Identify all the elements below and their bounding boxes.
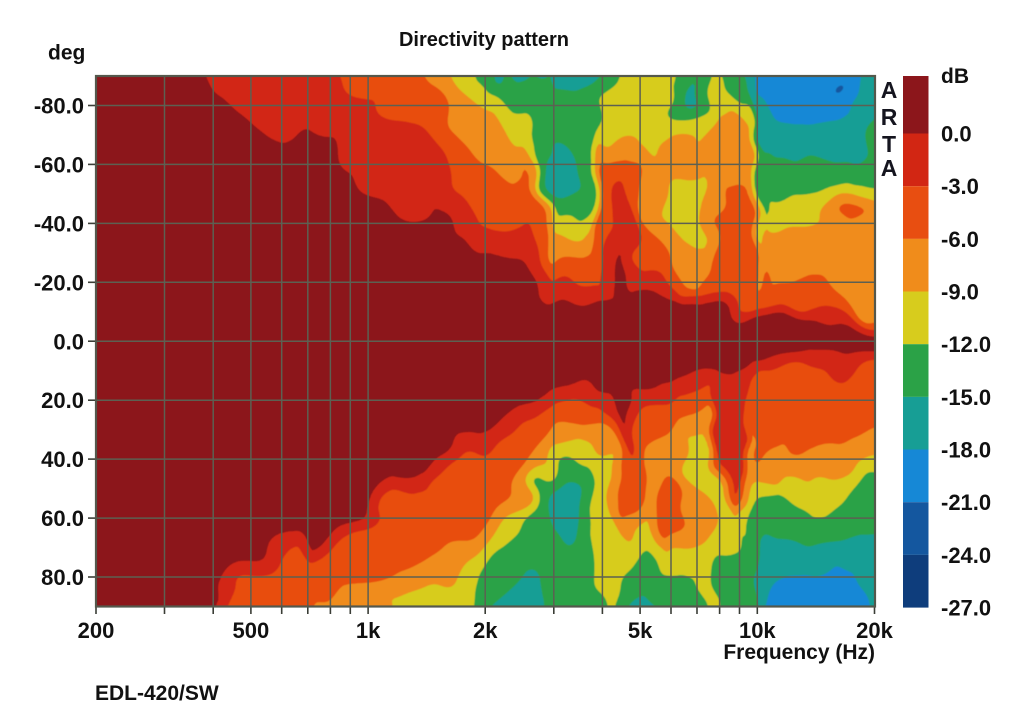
svg-text:dB: dB [941,65,969,88]
svg-text:1k: 1k [356,618,381,643]
svg-text:5k: 5k [628,618,653,643]
svg-text:Frequency (Hz): Frequency (Hz) [723,641,875,664]
svg-text:EDL-420/SW: EDL-420/SW [95,682,219,705]
svg-text:A: A [881,155,898,181]
svg-text:-6.0: -6.0 [941,227,979,252]
svg-text:0.0: 0.0 [53,329,84,354]
svg-text:T: T [882,131,896,157]
svg-text:0.0: 0.0 [941,122,972,147]
svg-text:500: 500 [233,618,270,643]
svg-text:200: 200 [78,618,115,643]
svg-text:-60.0: -60.0 [34,152,84,177]
svg-text:Directivity pattern: Directivity pattern [399,29,569,51]
svg-text:2k: 2k [473,618,498,643]
svg-text:-24.0: -24.0 [941,543,991,568]
svg-text:-18.0: -18.0 [941,438,991,463]
svg-text:-9.0: -9.0 [941,280,979,305]
svg-text:20k: 20k [856,618,893,643]
svg-text:60.0: 60.0 [41,506,84,531]
svg-text:80.0: 80.0 [41,565,84,590]
svg-text:20.0: 20.0 [41,388,84,413]
svg-text:deg: deg [48,42,85,65]
svg-text:-3.0: -3.0 [941,174,979,199]
svg-text:40.0: 40.0 [41,447,84,472]
svg-text:A: A [881,77,898,103]
svg-text:-21.0: -21.0 [941,490,991,515]
svg-text:10k: 10k [739,618,776,643]
svg-text:R: R [881,104,898,130]
svg-text:-15.0: -15.0 [941,385,991,410]
svg-text:-20.0: -20.0 [34,270,84,295]
svg-text:-12.0: -12.0 [941,332,991,357]
svg-text:-27.0: -27.0 [941,596,991,621]
svg-text:-80.0: -80.0 [34,93,84,118]
svg-text:-40.0: -40.0 [34,211,84,236]
